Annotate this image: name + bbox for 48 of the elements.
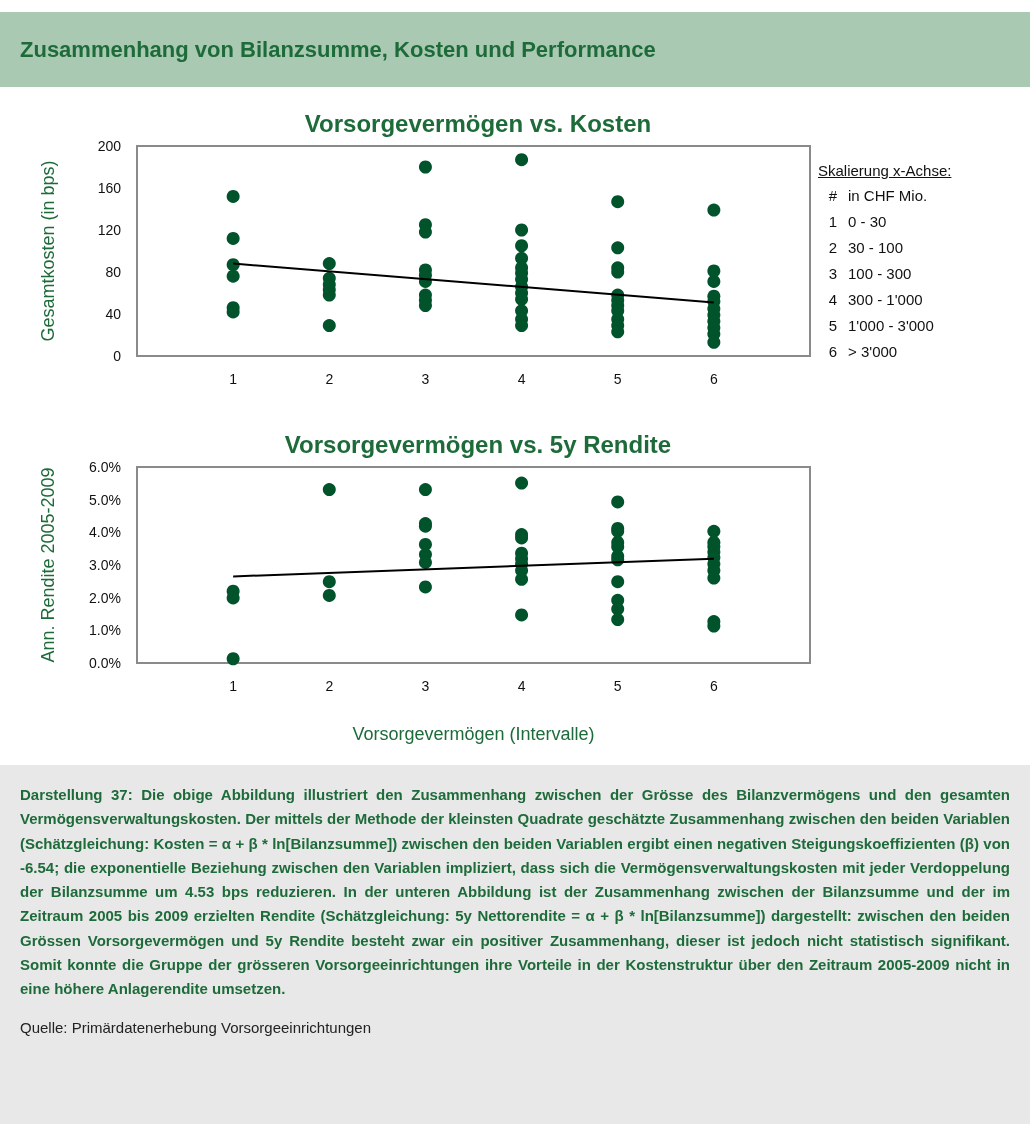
y-tick-label: 80	[105, 264, 122, 280]
y-tick-label: 0.0%	[89, 655, 121, 671]
y-tick-label: 4.0%	[89, 524, 121, 541]
x-tick-label: 5	[613, 678, 622, 694]
text: 6	[827, 342, 839, 362]
text: Darstellung 37: Die obige Abbildung illustriert den Zusammenhang zwischen der Grösse des Bilanzvermögens und den gesamten Vermögensverwaltungskosten. Der mittels der Methode der kleinsten Quadrate geschätzte Zusammenhang zwischen den beiden Variablen (Schätzgleichung: Kosten = α + β * ln[Bilanzsumme]) zwischen den beiden Variablen ergibt einen negativen Steigungskoeffizienten (β) von -6.54; die exponentielle Beziehung zwischen den Variablen impliziert, dass sich die Vermögensverwaltungskosten mit jeder Verdoppelung der Bilanzsumme um 4.53 bps reduzieren. In der unteren Abbildung ist der Zusammenhang zwischen der Bilanzsumme und der im Zeitraum 2005 bis 2009 erzielten Rendite (Schätzgleichung: 5y Nettorendite = α + β * ln[Bilanzsumme]) dargestellt: zwischen den beiden Grössen Vorsorgevermögen und 5y Rendite besteht zwar ein positiver Zusammenhang, dieser ist jedoch nicht statistisch signifikant. Somit konnte die Gruppe der grösseren Vorsorgeeinrichtungen ihre Vorteile in der Kostenstruktur über den Zeitraum 2005-2009 nicht in eine höhere Anlagerendite umsetzen.	[20, 786, 1010, 998]
y-tick-label: 6.0%	[89, 459, 121, 475]
y-tick-label: 5.0%	[89, 491, 121, 508]
y-tick-label: 120	[97, 222, 122, 238]
y-tick-label: 200	[97, 138, 122, 154]
source-note: Quelle: Primärdatenerhebung Vorsorgeeinrichtungen	[20, 1017, 373, 1038]
x-tick-label: 3	[421, 371, 430, 387]
text: #	[827, 186, 839, 206]
y-tick-label: 1.0%	[89, 622, 121, 639]
text: 4	[827, 290, 839, 310]
x-tick-label: 4	[517, 371, 526, 387]
y-tick-label: 40	[105, 306, 122, 322]
x-tick-label: 5	[613, 371, 622, 387]
x-tick-label: 4	[517, 678, 526, 694]
x-tick-label: 1	[229, 371, 238, 387]
text: 100 - 300	[848, 264, 912, 284]
text: 30 - 100	[848, 238, 904, 258]
text: 300 - 1'000	[848, 290, 923, 310]
y-tick-label: 2.0%	[89, 589, 121, 606]
text: Zusammenhang von Bilanzsumme, Kosten und Performance	[20, 36, 656, 63]
chart-title: Vorsorgevermögen vs. 5y Rendite	[284, 430, 672, 458]
text: 1	[827, 212, 839, 232]
y-axis-title: Gesamtkosten (in bps)	[38, 160, 58, 342]
y-tick-label: 0	[113, 348, 122, 364]
x-tick-label: 6	[709, 678, 718, 694]
x-tick-label: 1	[229, 678, 238, 694]
text: Skalierung x-Achse:	[818, 162, 952, 179]
text: 5	[827, 316, 839, 336]
text: 0 - 30	[848, 212, 887, 232]
y-axis-title: Ann. Rendite 2005-2009	[38, 467, 58, 663]
x-tick-label: 2	[325, 371, 334, 387]
x-axis-title: Vorsorgevermögen (Intervalle)	[352, 724, 595, 744]
text: 3	[827, 264, 839, 284]
text: > 3'000	[848, 342, 898, 362]
x-tick-label: 2	[325, 678, 334, 694]
text: 2	[827, 238, 839, 258]
y-tick-label: 160	[97, 180, 122, 196]
text: in CHF Mio.	[848, 186, 928, 206]
y-tick-label: 3.0%	[89, 557, 121, 573]
chart-title: Vorsorgevermögen vs. Kosten	[304, 109, 652, 137]
x-tick-label: 3	[421, 678, 430, 694]
x-tick-label: 6	[709, 371, 718, 387]
text: 1'000 - 3'000	[848, 316, 934, 336]
